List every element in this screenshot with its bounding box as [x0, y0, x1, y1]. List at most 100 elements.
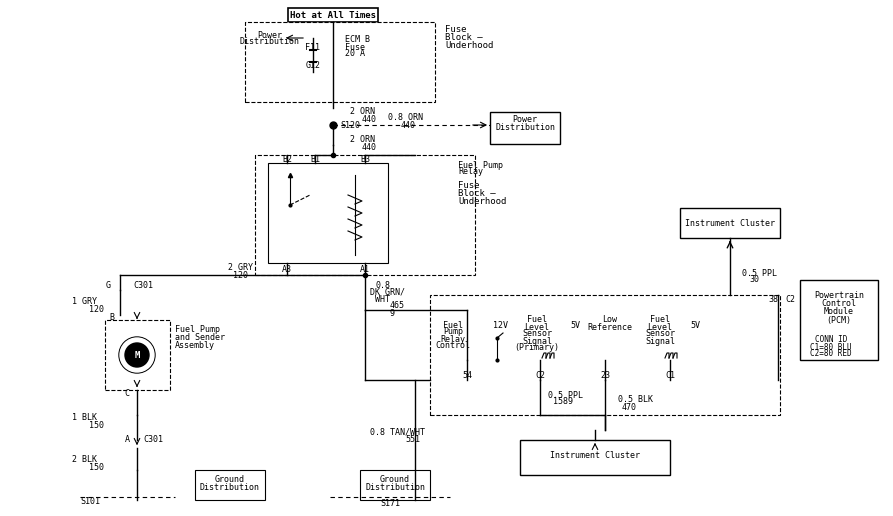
- Text: 23: 23: [600, 370, 610, 379]
- Text: 440: 440: [362, 115, 377, 123]
- Text: Distribution: Distribution: [495, 123, 555, 133]
- Text: Hot at All Times: Hot at All Times: [290, 10, 376, 20]
- Text: 150: 150: [89, 421, 104, 429]
- Text: A1: A1: [360, 266, 370, 275]
- Text: 1589: 1589: [553, 397, 573, 407]
- Text: 54: 54: [462, 370, 472, 379]
- Text: 0.5 PPL: 0.5 PPL: [548, 391, 583, 399]
- Text: Fuel Pump: Fuel Pump: [175, 326, 220, 334]
- Text: 9: 9: [390, 309, 395, 317]
- Text: 2 ORN: 2 ORN: [350, 107, 375, 117]
- Text: C301: C301: [133, 281, 153, 289]
- Text: C1: C1: [665, 370, 675, 379]
- Text: 465: 465: [390, 301, 405, 311]
- Text: C301: C301: [143, 436, 163, 444]
- Text: S171: S171: [380, 499, 400, 508]
- Text: Fuse: Fuse: [345, 42, 365, 52]
- Text: Fuel: Fuel: [650, 315, 670, 325]
- Text: F11: F11: [305, 43, 321, 53]
- Bar: [360, 470, 430, 500]
- Text: Distribution: Distribution: [200, 482, 260, 492]
- Text: B2: B2: [282, 155, 292, 165]
- Text: and Sender: and Sender: [175, 333, 225, 343]
- Text: M: M: [134, 350, 139, 360]
- Text: C2=80 RED: C2=80 RED: [810, 349, 852, 359]
- Text: 2 GRY: 2 GRY: [228, 264, 253, 272]
- Text: S101: S101: [80, 497, 100, 507]
- Text: Underhood: Underhood: [458, 197, 506, 205]
- Text: Fuse: Fuse: [458, 181, 480, 189]
- Text: S120: S120: [340, 121, 360, 130]
- Bar: [520, 440, 670, 475]
- Text: 5V: 5V: [690, 320, 700, 330]
- Text: Module: Module: [824, 307, 854, 315]
- Text: Underhood: Underhood: [445, 41, 493, 51]
- Bar: [680, 208, 780, 238]
- Text: B1: B1: [310, 155, 320, 165]
- Text: Power: Power: [257, 30, 282, 40]
- Text: 470: 470: [622, 404, 637, 412]
- Text: 12V: 12V: [493, 320, 507, 330]
- Text: 150: 150: [89, 462, 104, 472]
- Text: A3: A3: [282, 266, 292, 275]
- Text: Fuel: Fuel: [443, 320, 463, 330]
- Text: Ground: Ground: [215, 476, 245, 485]
- Text: Signal: Signal: [645, 336, 675, 346]
- Text: Block –: Block –: [445, 34, 482, 42]
- Text: 2 BLK: 2 BLK: [72, 456, 97, 464]
- Bar: [245, 22, 435, 102]
- Text: ECM B: ECM B: [345, 36, 370, 44]
- Text: CONN ID: CONN ID: [815, 335, 847, 345]
- Text: 120: 120: [89, 304, 104, 314]
- Text: C2: C2: [785, 296, 795, 304]
- Text: 440: 440: [400, 121, 415, 130]
- Text: 120: 120: [232, 270, 247, 280]
- Text: Relay: Relay: [458, 168, 483, 176]
- Text: Instrument Cluster: Instrument Cluster: [550, 450, 640, 460]
- Text: Block –: Block –: [458, 188, 496, 198]
- Text: Pump: Pump: [443, 328, 463, 336]
- Text: 0.8 ORN: 0.8 ORN: [388, 114, 422, 122]
- Text: Powertrain: Powertrain: [814, 291, 864, 299]
- Text: (PCM): (PCM): [827, 315, 852, 325]
- Bar: [255, 155, 475, 275]
- Text: 551: 551: [405, 434, 420, 443]
- Text: Fuse: Fuse: [445, 25, 466, 35]
- Text: 20 A: 20 A: [345, 50, 365, 58]
- Text: 38: 38: [768, 296, 778, 304]
- Bar: [268, 163, 388, 263]
- Text: B: B: [110, 314, 114, 322]
- Text: Power: Power: [513, 116, 538, 124]
- Text: Fuel Pump: Fuel Pump: [458, 160, 503, 169]
- Text: 0.8 TAN/WHT: 0.8 TAN/WHT: [370, 427, 425, 437]
- Text: 2 ORN: 2 ORN: [350, 136, 375, 144]
- Circle shape: [125, 343, 149, 367]
- Text: Ground: Ground: [380, 476, 410, 485]
- Text: 5V: 5V: [570, 320, 580, 330]
- Bar: [105, 320, 170, 390]
- Text: G: G: [105, 281, 111, 289]
- Circle shape: [120, 338, 154, 372]
- Text: Signal: Signal: [522, 336, 552, 346]
- Text: (Primary): (Primary): [514, 344, 560, 352]
- Text: 1 BLK: 1 BLK: [72, 413, 97, 423]
- Text: 0.8: 0.8: [375, 281, 390, 289]
- Text: 30: 30: [749, 276, 759, 284]
- Text: Level: Level: [647, 322, 672, 331]
- Text: Distribution: Distribution: [240, 38, 300, 46]
- Text: 1 GRY: 1 GRY: [72, 298, 97, 307]
- Text: Relay: Relay: [440, 334, 465, 344]
- Text: G12: G12: [305, 60, 321, 70]
- Text: C2: C2: [535, 370, 545, 379]
- Circle shape: [119, 337, 155, 373]
- Text: Reference: Reference: [588, 322, 632, 331]
- Text: Assembly: Assembly: [175, 342, 215, 350]
- Text: DK GRN/: DK GRN/: [370, 287, 405, 297]
- Text: C: C: [124, 389, 129, 397]
- Bar: [288, 8, 378, 22]
- Text: Level: Level: [524, 322, 549, 331]
- Text: Instrument Cluster: Instrument Cluster: [685, 218, 775, 228]
- Text: C1=80 BLU: C1=80 BLU: [810, 343, 852, 351]
- Text: B3: B3: [360, 155, 370, 165]
- Text: Sensor: Sensor: [522, 330, 552, 338]
